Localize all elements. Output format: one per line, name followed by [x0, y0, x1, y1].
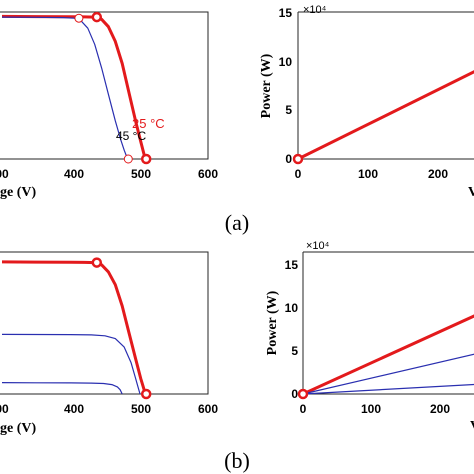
plot-area [1, 11, 152, 165]
x-tick-label: 200 [428, 167, 448, 181]
x-axis-label: ge (V) [0, 421, 36, 436]
y-tick-label: 10 [285, 301, 299, 315]
x-tick-label: 0 [295, 167, 302, 181]
x-tick-label: 00 [0, 167, 9, 181]
data-marker [91, 11, 103, 23]
x-tick-labels: 00 400 500 600 [0, 167, 218, 181]
plot-area [297, 314, 474, 400]
x-tick-label: 00 [0, 402, 9, 416]
series-line [302, 383, 474, 395]
caption-b: (b) [224, 448, 250, 473]
data-marker [74, 13, 84, 23]
x-axis-label: V [468, 185, 474, 200]
x-tick-labels: 0 100 200 [300, 402, 451, 416]
y-tick-label: 10 [279, 55, 293, 69]
y-axis-label: Power (W) [259, 53, 274, 118]
x-tick-label: 100 [361, 402, 381, 416]
plot-area [1, 257, 152, 400]
x-tick-label: 200 [430, 402, 450, 416]
y-exponent: ×10⁴ [303, 4, 327, 16]
x-tick-label: 500 [131, 402, 151, 416]
annotation-45c: 45 °C [116, 129, 146, 143]
series-line [297, 70, 474, 161]
x-tick-label: 600 [198, 402, 218, 416]
data-marker [123, 154, 133, 164]
y-axis-label: Power (W) [265, 290, 280, 355]
y-tick-labels: 0 5 10 15 [279, 6, 293, 166]
series-line [1, 14, 148, 160]
y-tick-label: 0 [285, 152, 292, 166]
series-line [1, 382, 123, 395]
panel-b-right: ×10⁴ 0 5 10 15 0 100 200 Power (W) V [265, 240, 474, 434]
data-marker [140, 153, 152, 165]
y-tick-label: 0 [291, 387, 298, 401]
data-marker [292, 153, 304, 165]
x-axis-label: ge (V) [0, 185, 36, 200]
x-tick-label: 500 [131, 167, 151, 181]
data-marker [297, 388, 309, 400]
series-line [302, 314, 474, 396]
series-line [302, 353, 474, 395]
x-tick-label: 0 [300, 402, 307, 416]
x-tick-labels: 0 100 200 [295, 167, 449, 181]
y-tick-labels: 0 5 10 15 [285, 258, 299, 401]
plot-area [292, 70, 474, 165]
data-marker [140, 388, 152, 400]
x-axis-label: V [470, 419, 474, 434]
axes-frame [0, 251, 209, 395]
caption-a: (a) [225, 210, 249, 235]
x-tick-label: 400 [64, 167, 84, 181]
panel-a-right: ×10⁴ 0 5 10 15 0 100 200 Power (W) V [259, 4, 474, 200]
panel-b-left: 00 400 500 600 ge (V) [0, 251, 218, 436]
y-tick-label: 5 [285, 103, 292, 117]
y-exponent: ×10⁴ [306, 240, 330, 252]
data-marker [91, 257, 103, 268]
series-line [1, 333, 141, 395]
x-tick-labels: 00 400 500 600 [0, 402, 218, 416]
panel-a-left: 00 400 500 600 ge (V) 25 °C 45 °C [0, 11, 218, 200]
series-line [1, 16, 129, 160]
series-line [1, 260, 148, 395]
axes-frame [0, 11, 209, 160]
x-tick-label: 600 [198, 167, 218, 181]
x-tick-label: 400 [64, 402, 84, 416]
annotation-25c: 25 °C [132, 116, 165, 131]
x-tick-label: 100 [358, 167, 378, 181]
y-tick-label: 15 [285, 258, 299, 272]
y-tick-label: 15 [279, 6, 293, 20]
y-tick-label: 5 [291, 344, 298, 358]
